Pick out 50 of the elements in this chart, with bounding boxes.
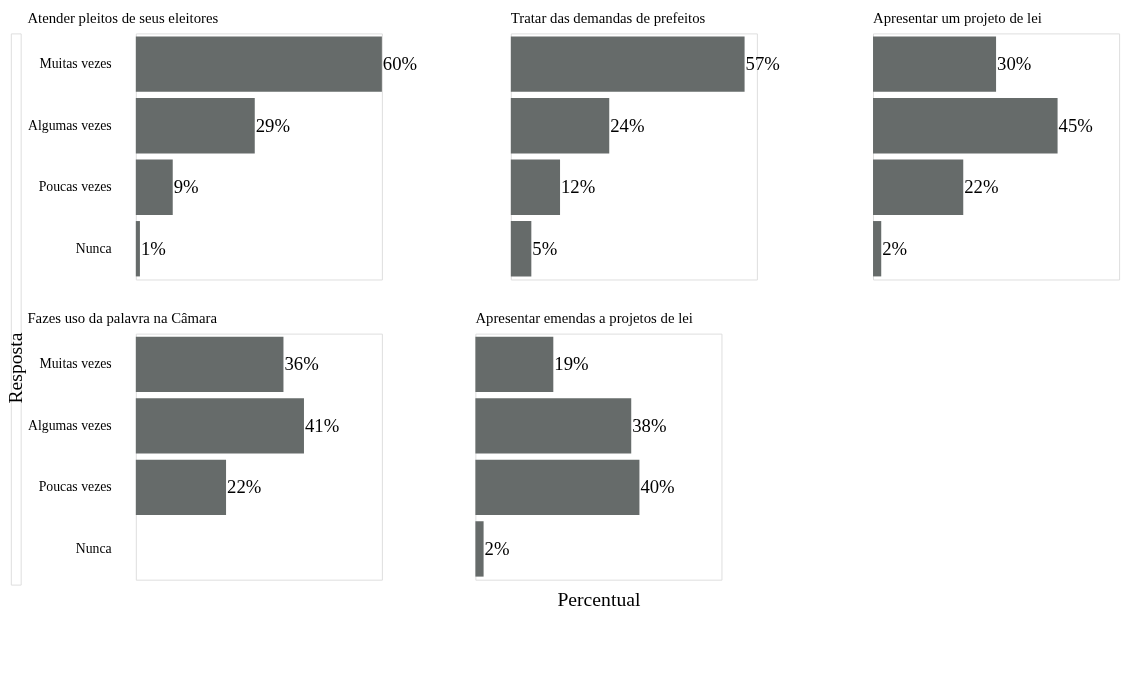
data-label: 12% (561, 176, 596, 198)
data-label: 24% (610, 114, 645, 136)
bar (873, 98, 1058, 154)
data-label: 41% (304, 414, 340, 436)
data-label: 22% (964, 176, 999, 198)
bar (135, 159, 173, 215)
bar (510, 98, 610, 154)
chart-title: Fazes uso da palavra na Câmara (27, 309, 218, 326)
data-label: 2% (882, 237, 908, 259)
data-label: 1% (140, 237, 166, 259)
y-axis-title: Resposta (3, 332, 26, 404)
bar (475, 336, 554, 393)
y-tick-label: Poucas vezes (38, 479, 112, 495)
y-tick-label: Algumas vezes (27, 417, 112, 433)
data-label: 45% (1058, 114, 1093, 136)
bar (873, 221, 882, 277)
data-label: 30% (997, 53, 1032, 75)
bar (135, 221, 140, 277)
data-label: 60% (382, 53, 418, 75)
y-tick-label: Poucas vezes (38, 179, 112, 195)
y-tick-label: Muitas vezes (39, 56, 112, 72)
chart-title: Apresentar um projeto de lei (873, 9, 1042, 26)
bar (475, 521, 484, 577)
data-label: 29% (255, 114, 291, 136)
y-tick-label: Muitas vezes (39, 356, 112, 372)
x-axis-title: Percentual (557, 587, 641, 610)
data-label: 38% (632, 414, 667, 436)
bar (510, 159, 561, 215)
bar (510, 36, 745, 92)
data-label: 2% (484, 537, 510, 559)
bar (135, 36, 382, 92)
chart-title: Tratar das demandas de prefeitos (510, 9, 706, 26)
data-label: 19% (554, 353, 589, 375)
bar (873, 36, 997, 92)
bar (475, 459, 640, 516)
data-label: 36% (284, 353, 319, 375)
chart-title: Atender pleitos de seus eleitores (27, 9, 219, 26)
data-label: 22% (227, 476, 262, 498)
bar (135, 98, 255, 154)
data-label: 5% (532, 237, 558, 259)
data-label: 57% (745, 53, 780, 75)
data-label: 9% (173, 176, 199, 198)
bar (510, 221, 532, 277)
bar (475, 398, 632, 454)
y-tick-label: Algumas vezes (27, 117, 112, 133)
bar (873, 159, 964, 215)
chart-title: Apresentar emendas a projetos de lei (475, 309, 693, 326)
data-label: 40% (640, 476, 675, 498)
y-tick-label: Nunca (75, 540, 112, 556)
y-tick-label: Nunca (75, 240, 112, 256)
